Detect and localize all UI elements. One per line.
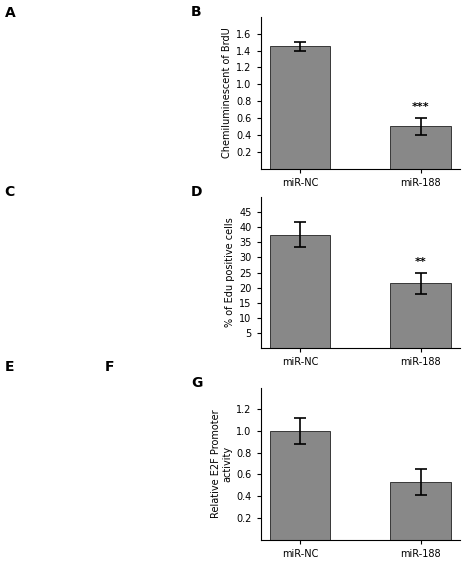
Bar [270, 235, 330, 348]
Text: A: A [5, 6, 16, 20]
Text: C: C [5, 185, 15, 200]
Text: ***: *** [412, 102, 429, 112]
Bar [391, 283, 451, 348]
Bar [391, 126, 451, 169]
Text: F: F [104, 360, 114, 374]
Bar [391, 482, 451, 540]
Y-axis label: Chemiluminescent of BrdU: Chemiluminescent of BrdU [222, 28, 232, 158]
Text: **: ** [415, 256, 427, 266]
Bar [270, 431, 330, 540]
Y-axis label: % of Edu positive cells: % of Edu positive cells [225, 217, 235, 328]
Bar [270, 47, 330, 169]
Text: D: D [191, 184, 202, 198]
Text: G: G [191, 375, 202, 389]
Text: E: E [5, 360, 14, 374]
Y-axis label: Relative E2F Promoter
activity: Relative E2F Promoter activity [210, 409, 232, 518]
Text: B: B [191, 4, 201, 19]
